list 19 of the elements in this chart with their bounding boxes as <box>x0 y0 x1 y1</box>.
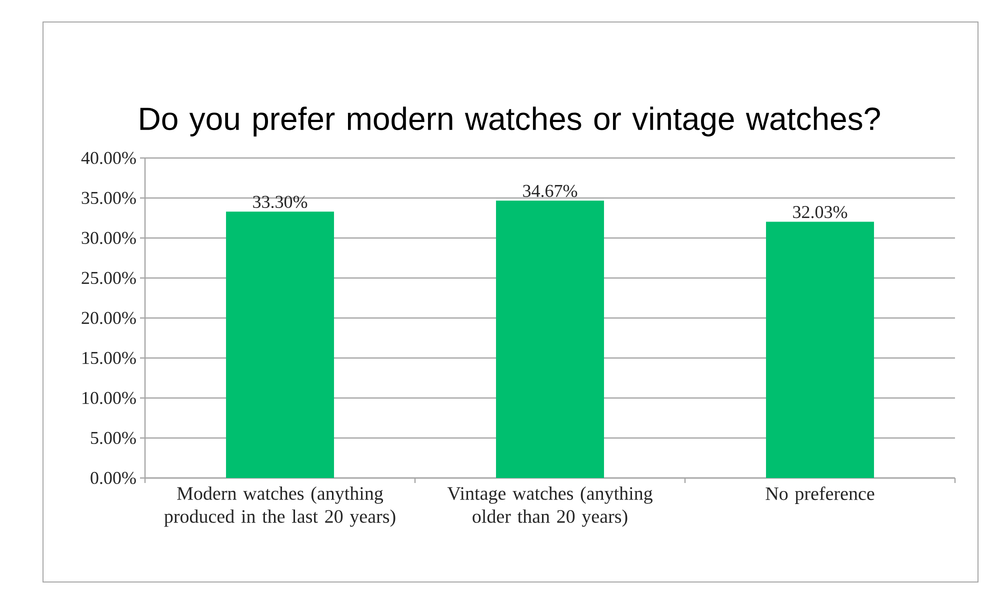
x-tick-label: No preference <box>766 486 874 504</box>
data-label: 32.03% <box>793 206 848 218</box>
y-tick-label: 0.00% <box>90 472 136 484</box>
x-tick-label: Modern watches (anything produced in the last 20 years) <box>164 486 396 527</box>
data-label: 33.30% <box>253 196 308 208</box>
y-tick-label: 15.00% <box>82 352 136 364</box>
x-tick-label: Vintage watches (anything older than 20 years) <box>447 486 652 527</box>
y-tick-label: 20.00% <box>82 312 136 324</box>
y-tick-label: 35.00% <box>82 192 136 204</box>
data-label: 34.67% <box>523 184 578 198</box>
chart-title: Do you prefer modern watches or vintage watches? <box>140 106 880 136</box>
bar <box>766 222 874 478</box>
bar <box>496 200 604 478</box>
y-tick-label: 30.00% <box>82 232 136 244</box>
y-tick-label: 10.00% <box>82 392 136 404</box>
y-tick-label: 40.00% <box>81 152 136 164</box>
y-tick-label: 5.00% <box>91 432 136 444</box>
bar <box>226 212 334 478</box>
y-tick-label: 25.00% <box>82 272 136 284</box>
